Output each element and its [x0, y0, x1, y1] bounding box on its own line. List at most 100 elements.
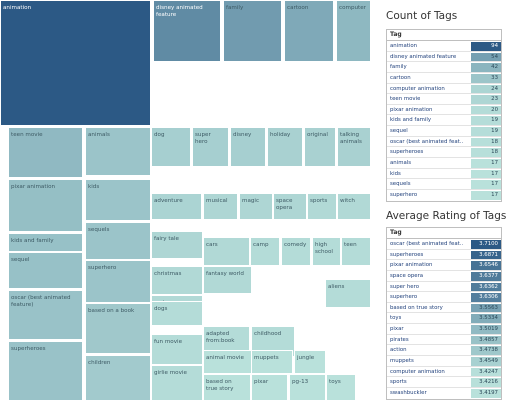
count-table-row[interactable]: computer animation 24 — [387, 84, 501, 95]
treemap-label: witch — [340, 198, 355, 204]
treemap-label: jungle — [296, 355, 315, 361]
rating-table-row-label: space opera — [390, 272, 424, 279]
treemap-cell-based-on-a-book[interactable] — [85, 303, 151, 354]
treemap-cell-superhero[interactable] — [85, 260, 151, 303]
treemap-cell-pixar[interactable] — [251, 374, 288, 401]
treemap-cell-muppets[interactable] — [251, 350, 293, 374]
count-table-row[interactable]: cartoon 33 — [387, 73, 501, 84]
treemap-cell-holiday[interactable] — [267, 127, 303, 167]
treemap-label: kids and family — [11, 238, 54, 244]
count-table-row[interactable]: family 42 — [387, 62, 501, 73]
treemap-cell-high-school[interactable] — [312, 237, 341, 266]
treemap-cell-dogs[interactable] — [151, 301, 203, 326]
treemap-cell-adventure[interactable] — [151, 193, 202, 220]
count-table-row[interactable]: pixar animation 20 — [387, 105, 501, 116]
treemap-cell-magic[interactable] — [239, 193, 273, 220]
treemap-cell-animal-movie[interactable] — [203, 350, 252, 374]
rating-table-row[interactable]: muppets 3.4549 — [387, 356, 501, 367]
treemap-cell-disney-animated-feature[interactable] — [153, 0, 221, 62]
count-table-row[interactable]: superheroes 18 — [387, 147, 501, 159]
count-table-row[interactable]: oscar (best animated feat.. 18 — [387, 137, 501, 148]
treemap-cell-fun-movie[interactable] — [151, 334, 203, 365]
treemap-cell-teen[interactable] — [341, 237, 371, 266]
rating-table-row[interactable]: swashbuckler 3.4197 — [387, 388, 501, 399]
count-table-row-label: animals — [390, 160, 412, 167]
rating-table-row[interactable]: computer animation 3.4247 — [387, 367, 501, 378]
treemap-cell-family[interactable] — [223, 0, 282, 62]
treemap-cell-comedy[interactable] — [281, 237, 311, 266]
treemap-label: fun movie — [154, 339, 183, 345]
treemap-label: muppets — [254, 355, 279, 361]
count-table-row[interactable]: kids and family 19 — [387, 115, 501, 127]
rating-table-row[interactable]: sports 3.4216 — [387, 377, 501, 388]
treemap-cell-pg-13[interactable] — [289, 374, 326, 401]
rating-table-row[interactable]: super hero 3.6362 — [387, 282, 501, 293]
treemap-cell-animals[interactable] — [85, 127, 151, 176]
treemap-cell-original[interactable] — [304, 127, 336, 167]
rating-table: Tag oscar (best animated feat.. 3.7100 sup… — [386, 227, 502, 400]
treemap-cell-aliens[interactable] — [325, 279, 371, 308]
treemap-cell-fairy-tale[interactable] — [151, 231, 203, 259]
rating-table-row-label: muppets — [390, 358, 414, 365]
rating-table-row[interactable]: pirates 3.4857 — [387, 335, 501, 346]
count-table-row-value: 19 — [471, 116, 501, 126]
rating-table-row[interactable]: oscar (best animated feat.. 3.7100 — [387, 239, 501, 250]
treemap-cell-sports[interactable] — [307, 193, 337, 220]
rating-table-row[interactable]: action 3.4738 — [387, 345, 501, 357]
count-table-row[interactable]: sequels 17 — [387, 179, 501, 190]
count-table-row[interactable]: animation 94 — [387, 41, 501, 52]
rating-table-row[interactable]: pixar animation 3.6546 — [387, 260, 501, 271]
treemap-cell-dog[interactable] — [151, 127, 191, 167]
treemap-label: teen — [344, 242, 357, 248]
rating-table-row-label: action — [390, 347, 407, 354]
count-table-row[interactable]: teen movie 23 — [387, 94, 501, 105]
rating-table-row-label: pirates — [390, 336, 409, 343]
treemap-cell-space-opera[interactable] — [273, 193, 307, 220]
treemap-cell-talking-animals[interactable] — [337, 127, 371, 167]
treemap-cell-witch[interactable] — [337, 193, 371, 220]
treemap-cell-teen-movie[interactable] — [8, 127, 83, 178]
treemap-cell-animation[interactable] — [0, 0, 151, 126]
treemap-cell-children[interactable] — [85, 355, 151, 401]
treemap-cell-based-on-true-story[interactable] — [203, 374, 251, 401]
treemap-cell-cartoon[interactable] — [284, 0, 334, 62]
treemap-cell-musical[interactable] — [203, 193, 238, 220]
treemap-cell-sequels[interactable] — [85, 222, 151, 260]
count-table-row-label: sequel — [390, 128, 408, 135]
rating-table-row-value: 3.7100 — [471, 240, 501, 249]
treemap-cell-superheroes[interactable] — [8, 341, 83, 401]
count-table-row[interactable]: disney animated feature 54 — [387, 52, 501, 63]
treemap-cell-computer[interactable] — [336, 0, 371, 62]
rating-table-row-label: superheroes — [390, 251, 424, 258]
count-table-row[interactable]: superhero 17 — [387, 190, 501, 201]
rating-table-row[interactable]: superhero 3.6306 — [387, 292, 501, 303]
count-table-row[interactable]: animals 17 — [387, 158, 501, 169]
treemap-cell-fantasy-world[interactable] — [203, 266, 252, 294]
rating-table-row[interactable]: toys 3.5334 — [387, 313, 501, 325]
treemap-cell-cars[interactable] — [203, 237, 250, 266]
treemap-cell-disney[interactable] — [230, 127, 266, 167]
rating-table-row-value: 3.6362 — [471, 282, 501, 292]
treemap-cell-super-hero[interactable] — [192, 127, 229, 167]
count-table-row-value: 23 — [471, 95, 501, 104]
rating-table-row[interactable]: space opera 3.6377 — [387, 271, 501, 282]
rating-table-row-label: swashbuckler — [390, 389, 427, 396]
count-table-title: Count of Tags — [386, 10, 458, 22]
rating-table-row-value: 3.4247 — [471, 367, 501, 377]
treemap-cell-jungle[interactable] — [294, 350, 326, 374]
treemap-cell-christmas[interactable] — [151, 266, 203, 295]
rating-table-row[interactable]: superheroes 3.6871 — [387, 250, 501, 261]
treemap-cell-pixar-animation[interactable] — [8, 179, 83, 232]
rating-table-row[interactable]: based on true story 3.5563 — [387, 303, 501, 314]
treemap-cell-toys[interactable] — [326, 374, 356, 401]
treemap-cell-camp[interactable] — [250, 237, 280, 266]
count-table-row[interactable]: sequel 19 — [387, 126, 501, 137]
treemap-cell-kids[interactable] — [85, 179, 151, 221]
rating-table-row-label: based on true story — [390, 304, 443, 311]
treemap-cell-oscar-best-animated-feature-[interactable] — [8, 290, 83, 340]
count-table-row[interactable]: kids 17 — [387, 169, 501, 180]
treemap-cell-sequel[interactable] — [8, 252, 83, 289]
treemap-cell-kids-and-family[interactable] — [8, 233, 83, 252]
rating-table-row[interactable]: pixar 3.5019 — [387, 324, 501, 335]
treemap-cell-girlie-movie[interactable] — [151, 365, 203, 401]
